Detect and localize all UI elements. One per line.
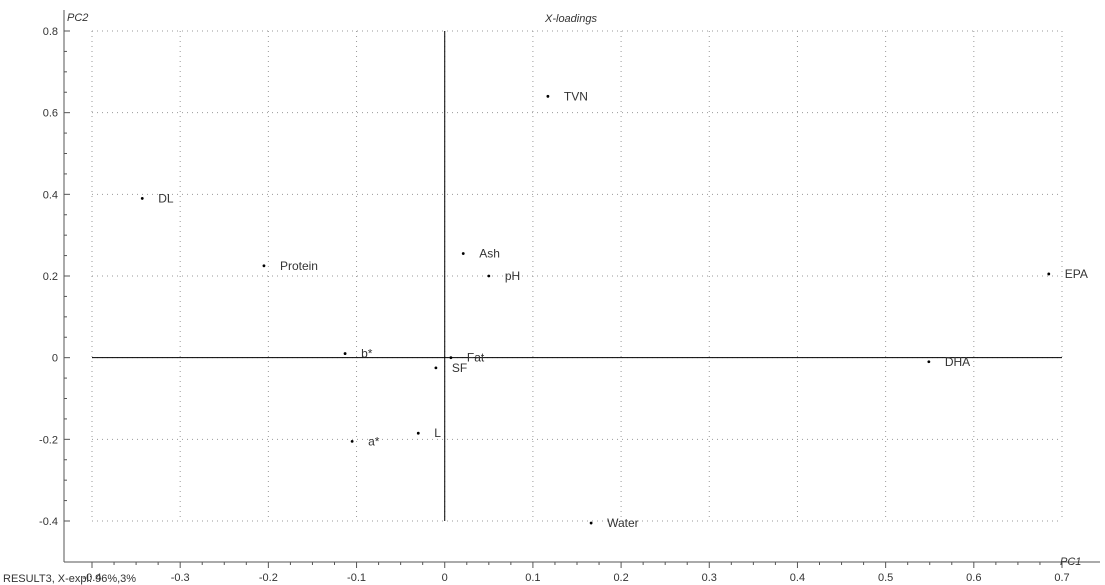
point-label-water: Water	[607, 516, 639, 530]
x-axis-title: PC1	[1060, 556, 1081, 568]
y-tick-label: 0	[52, 353, 58, 365]
axis-frame	[63, 10, 1100, 563]
point-b	[343, 352, 347, 355]
point-label-tvn: TVN	[564, 89, 588, 103]
point-protein	[262, 264, 266, 268]
loading-points	[140, 94, 1051, 525]
point-dha	[927, 360, 931, 364]
point-label-protein: Protein	[280, 259, 318, 273]
x-tick-label: -0.1	[347, 572, 366, 584]
x-tick-label: 0.1	[525, 572, 540, 584]
point-water	[589, 521, 593, 525]
chart-title: X-loadings	[544, 13, 597, 25]
y-tick-label: -0.2	[39, 434, 58, 446]
point-label-dl: DL	[158, 191, 174, 205]
point-tvn	[546, 94, 550, 98]
x-tick-label: 0.3	[702, 572, 717, 584]
point-ph	[487, 274, 491, 278]
point-label-fat: Fat	[467, 351, 485, 365]
point-label-ash: Ash	[479, 247, 500, 261]
zero-axes	[92, 31, 1062, 521]
y-tick-label: 0.6	[43, 108, 58, 120]
tick-marks	[64, 30, 1063, 568]
x-tick-label: 0.2	[613, 572, 628, 584]
point-dl	[140, 197, 144, 200]
point-label-dha: DHA	[945, 355, 970, 369]
x-tick-label: 0.7	[1054, 572, 1069, 584]
y-axis-title: PC2	[67, 12, 88, 24]
x-tick-label: -0.2	[259, 572, 278, 584]
point-l	[416, 431, 420, 435]
point-epa	[1047, 272, 1051, 276]
point-label-a: a*	[368, 434, 380, 448]
point-label-l: L	[434, 426, 441, 440]
point-a	[350, 439, 354, 443]
grid-lines	[91, 30, 1063, 522]
tick-labels: -0.4 -0.2 0 0.2 0.4 0.6 0.8 -0.4 -0.3 -0.2 -0.1 0 0.…	[39, 26, 1070, 584]
y-tick-label: 0.4	[43, 189, 58, 201]
point-sf	[434, 366, 438, 370]
point-ash	[461, 252, 465, 255]
x-tick-label: 0	[442, 572, 448, 584]
y-tick-label: 0.2	[43, 271, 58, 283]
x-tick-label: 0.6	[966, 572, 981, 584]
point-fat	[449, 356, 453, 360]
y-tick-label: 0.8	[43, 26, 58, 38]
x-tick-label: -0.4	[83, 572, 102, 584]
point-label-b: b*	[361, 347, 373, 361]
x-tick-label: 0.5	[878, 572, 893, 584]
y-tick-label: -0.4	[39, 516, 58, 528]
point-label-ph: pH	[505, 269, 520, 283]
footer-result-text: RESULT3, X-expl: 96%,3%	[3, 573, 136, 585]
x-tick-label: 0.4	[790, 572, 805, 584]
point-label-epa: EPA	[1065, 267, 1088, 281]
point-label-sf: SF	[452, 361, 467, 375]
x-tick-label: -0.3	[171, 572, 190, 584]
